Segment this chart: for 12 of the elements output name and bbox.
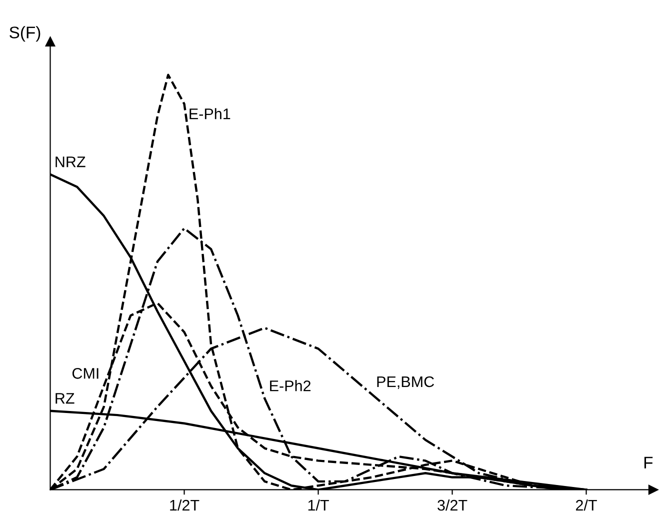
series-label: E-Ph2 [270,380,311,392]
series-label: CMI [72,368,98,379]
x-tick-label: 3/2T [438,499,468,511]
x-tick-label: 1/2T [170,499,200,511]
series-label: RZ [56,393,74,404]
series-label: PE,BMC [377,376,434,389]
x-tick-label: 2/T [576,499,597,511]
series-label: NRZ [56,156,86,168]
series-label: E-Ph1 [190,108,230,120]
x-tick-label: 1/T [308,499,329,511]
x-axis-title: F [644,456,653,468]
y-axis-title: S(F) [10,26,40,42]
